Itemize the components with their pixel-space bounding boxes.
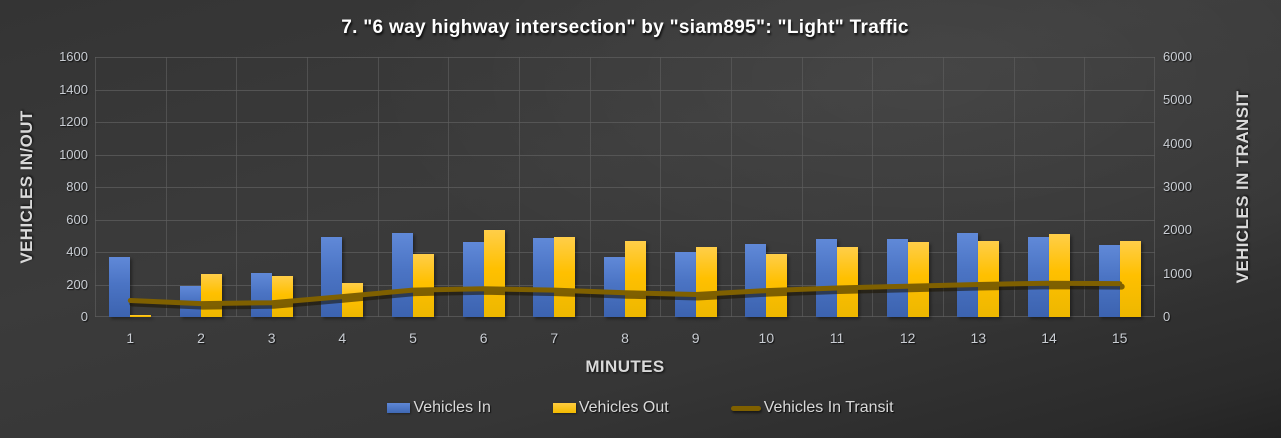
y-axis-left-title: VEHICLES IN/OUT	[17, 110, 36, 264]
gridline-horizontal	[95, 122, 1155, 123]
y-right-tick-label: 6000	[1163, 49, 1192, 64]
gridline-vertical	[872, 57, 873, 317]
bar-vehicles-out	[483, 230, 505, 317]
line-series-vehicles-in-transit	[127, 280, 1125, 310]
gridline-vertical	[1154, 57, 1155, 317]
gridline-vertical	[378, 57, 379, 317]
gridline-vertical	[448, 57, 449, 317]
x-tick-label: 7	[550, 330, 559, 346]
y-left-tick-label: 1200	[59, 114, 88, 129]
x-tick-label: 14	[1041, 330, 1057, 346]
gridline-horizontal	[95, 154, 1155, 156]
legend-item-vehicles-in: Vehicles In	[387, 399, 491, 417]
y-right-tick-label: 0	[1163, 309, 1171, 324]
y-left-tick-label: 1600	[59, 49, 88, 64]
y-left-tick-label: 0	[80, 309, 88, 324]
plot-area	[95, 57, 1155, 317]
x-tick-label: 5	[409, 330, 417, 346]
x-tick-label: 3	[267, 330, 276, 346]
bar-vehicles-out	[554, 237, 576, 317]
legend-item-vehicles-in-transit: Vehicles In Transit	[730, 399, 894, 417]
bar-vehicles-out	[837, 247, 858, 317]
y-right-tick-label: 1000	[1163, 265, 1192, 281]
x-tick-label: 6	[479, 330, 488, 346]
x-tick-label: 15	[1111, 330, 1128, 346]
x-tick-label: 8	[621, 330, 629, 346]
gridline-vertical	[660, 57, 661, 317]
gridline-vertical	[1014, 57, 1015, 317]
bar-vehicles-out	[130, 315, 152, 317]
bar-vehicles-out	[1119, 241, 1141, 317]
bar-vehicles-in	[886, 239, 908, 317]
gridline-vertical	[943, 57, 944, 317]
bar-vehicles-in	[462, 242, 484, 317]
bar-vehicles-in	[1098, 245, 1120, 317]
gridline-vertical	[590, 57, 591, 317]
legend-label-vehicles-out: Vehicles Out	[578, 399, 669, 416]
gridline-vertical	[236, 57, 237, 317]
gridline-horizontal	[95, 219, 1155, 221]
bar-vehicles-out	[907, 242, 929, 317]
x-axis-title: MINUTES	[585, 357, 665, 376]
x-tick-label: 2	[197, 330, 205, 346]
chart-title: 7. "6 way highway intersection" by "siam…	[341, 17, 909, 38]
legend: Vehicles In Vehicles Out Vehicles In Tra…	[0, 399, 1281, 417]
y-right-tick-label: 4000	[1163, 135, 1192, 151]
y-left-tick-label: 800	[66, 179, 88, 194]
bar-vehicles-in	[109, 257, 131, 317]
gridline-vertical	[519, 57, 520, 317]
x-tick-label: 9	[691, 330, 700, 346]
gridline-vertical	[1084, 57, 1085, 317]
y-axis-right-title: VEHICLES IN TRANSIT	[1233, 90, 1252, 284]
gridline-vertical	[731, 57, 732, 317]
x-tick-label: 1	[126, 330, 135, 346]
bar-vehicles-in	[1028, 237, 1049, 317]
bar-vehicles-out	[766, 254, 788, 317]
gridline-vertical	[95, 57, 96, 317]
y-left-tick-label: 1400	[59, 81, 88, 97]
x-tick-label: 4	[338, 330, 347, 346]
y-left-tick-label: 1000	[59, 146, 88, 162]
transit-line-shadow	[129, 283, 1125, 310]
bar-vehicles-in	[957, 233, 979, 317]
gridline-horizontal	[95, 187, 1155, 188]
bar-vehicles-in	[533, 238, 555, 317]
y-right-tick-label: 2000	[1163, 222, 1192, 238]
bar-vehicles-out	[978, 241, 1000, 317]
gridline-vertical	[802, 57, 803, 317]
bar-vehicles-in	[816, 239, 837, 317]
legend-swatch-vehicles-in-transit	[730, 405, 761, 411]
x-tick-label: 11	[829, 330, 845, 346]
legend-swatch-vehicles-in	[387, 403, 411, 413]
bar-vehicles-out	[413, 254, 434, 317]
legend-label-vehicles-in-transit: Vehicles In Transit	[763, 399, 894, 416]
transit-line	[127, 280, 1123, 307]
x-tick-label: 13	[970, 330, 987, 346]
bar-vehicles-in	[604, 257, 625, 317]
bar-vehicles-in	[745, 244, 767, 317]
legend-item-vehicles-out: Vehicles Out	[552, 399, 669, 417]
y-right-tick-label: 3000	[1163, 179, 1192, 194]
x-tick-label: 12	[899, 330, 916, 346]
y-left-tick-label: 200	[66, 276, 88, 292]
y-left-tick-label: 400	[66, 244, 88, 259]
gridline-vertical	[166, 57, 167, 317]
x-tick-label: 10	[758, 330, 775, 346]
legend-label-vehicles-in: Vehicles In	[413, 399, 491, 416]
bar-vehicles-out	[1049, 234, 1070, 317]
y-left-tick-label: 600	[66, 211, 88, 227]
gridline-horizontal	[95, 89, 1155, 91]
gridline-horizontal	[95, 57, 1155, 58]
y-right-tick-label: 5000	[1163, 92, 1192, 108]
gridline-vertical	[307, 57, 308, 317]
legend-swatch-vehicles-out	[552, 403, 576, 413]
bar-vehicles-in	[674, 252, 696, 317]
